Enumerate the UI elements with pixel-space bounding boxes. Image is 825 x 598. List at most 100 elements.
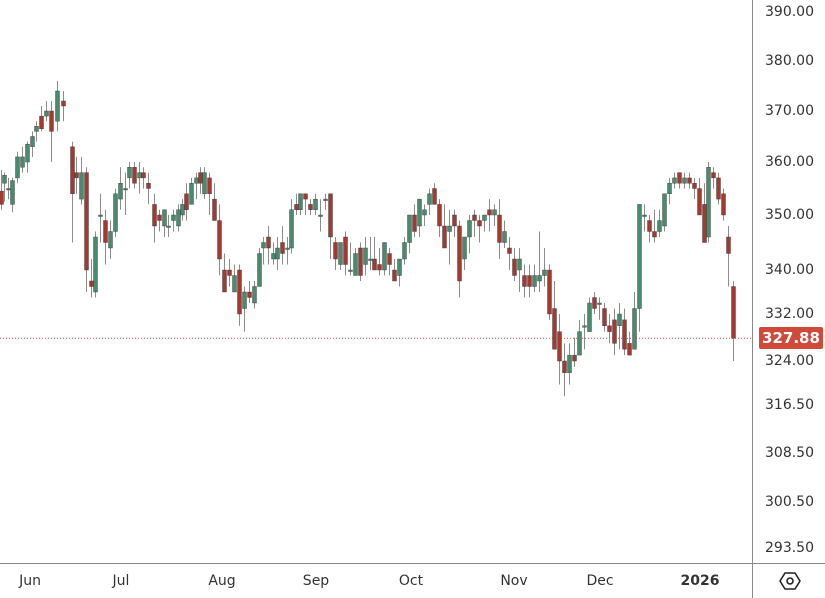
- candle: [432, 183, 437, 205]
- chart-settings-button[interactable]: [779, 570, 801, 592]
- candle: [482, 214, 487, 232]
- candle: [79, 156, 84, 205]
- candle: [55, 81, 60, 132]
- last-price-badge: 327.88: [759, 327, 823, 350]
- candle: [227, 259, 232, 287]
- candle: [662, 193, 667, 232]
- candle: [622, 308, 627, 356]
- candle: [617, 303, 622, 350]
- candle: [487, 199, 492, 232]
- candle: [285, 237, 290, 265]
- candle: [731, 281, 736, 361]
- candle: [657, 209, 662, 237]
- candle: [527, 264, 532, 298]
- candle: [422, 204, 427, 226]
- candle: [313, 193, 318, 215]
- candle: [457, 220, 462, 298]
- time-tick-label: Jul: [112, 573, 130, 589]
- candle: [447, 209, 452, 265]
- candle: [602, 303, 607, 332]
- candle: [44, 101, 49, 122]
- candle: [512, 248, 517, 281]
- candle: [93, 231, 98, 298]
- candle: [242, 286, 247, 332]
- candle: [647, 215, 652, 243]
- candle: [222, 253, 227, 293]
- axis-corner: [752, 563, 825, 598]
- candle: [247, 281, 252, 303]
- time-axis[interactable]: Jun Jul Aug Sep Oct Nov Dec 2026: [0, 563, 752, 598]
- candle: [677, 172, 682, 189]
- hexagon-settings-icon: [779, 572, 801, 590]
- candle: [392, 259, 397, 282]
- candle: [146, 172, 151, 205]
- candle: [467, 215, 472, 254]
- candle: [294, 193, 299, 215]
- candle: [627, 331, 632, 356]
- candle: [141, 167, 146, 189]
- candle: [437, 199, 442, 237]
- candle: [198, 167, 203, 194]
- candle: [348, 242, 353, 276]
- candle: [194, 172, 199, 200]
- candle: [721, 188, 726, 221]
- candle: [157, 209, 162, 232]
- candle: [642, 204, 647, 232]
- time-tick-label: 2026: [680, 573, 720, 589]
- candle: [382, 242, 387, 276]
- candle: [289, 199, 294, 254]
- candle: [237, 264, 242, 326]
- candle: [61, 91, 66, 122]
- price-tick-label: 340.00: [765, 262, 814, 278]
- candle: [333, 237, 338, 270]
- candle: [113, 188, 118, 237]
- candle: [162, 209, 167, 237]
- price-tick-label: 360.00: [765, 154, 814, 170]
- candle: [232, 264, 237, 293]
- candle: [275, 237, 280, 270]
- candle: [10, 177, 15, 213]
- time-tick-label: Aug: [208, 573, 236, 589]
- candle: [171, 209, 176, 232]
- candle: [338, 242, 343, 270]
- candle: [562, 343, 567, 397]
- candle: [412, 204, 417, 237]
- candle: [358, 242, 363, 281]
- candle: [597, 297, 602, 320]
- chart-plot-area[interactable]: [0, 0, 752, 563]
- candle: [176, 204, 181, 232]
- price-axis[interactable]: 390.00 380.00 370.00 360.00 350.00 340.00 332.…: [752, 0, 825, 563]
- candle: [363, 237, 368, 276]
- candle: [368, 237, 373, 270]
- time-tick-label: Sep: [302, 573, 330, 589]
- time-tick-label: Dec: [586, 573, 614, 589]
- candle: [532, 264, 537, 292]
- candle: [89, 259, 94, 298]
- candle: [427, 188, 432, 215]
- candle: [522, 264, 527, 298]
- candle: [20, 146, 25, 173]
- candle: [108, 220, 113, 259]
- price-tick-label: 293.50: [765, 540, 814, 556]
- candle: [442, 204, 447, 249]
- candle: [372, 237, 377, 271]
- candle: [2, 172, 7, 202]
- candle: [70, 141, 75, 243]
- time-tick-label: Nov: [500, 573, 528, 589]
- candle: [184, 183, 189, 221]
- candle: [537, 231, 542, 292]
- candle: [402, 237, 407, 265]
- candle: [682, 172, 687, 189]
- candle: [667, 177, 672, 205]
- price-tick-label: 350.00: [765, 207, 814, 223]
- candle: [407, 214, 412, 254]
- candle: [592, 292, 597, 314]
- candle: [343, 231, 348, 276]
- candle: [637, 204, 642, 332]
- candle: [462, 236, 467, 270]
- candle: [452, 209, 457, 237]
- candle: [572, 337, 577, 367]
- candle: [672, 172, 677, 189]
- candle: [202, 167, 207, 200]
- candle: [180, 199, 185, 221]
